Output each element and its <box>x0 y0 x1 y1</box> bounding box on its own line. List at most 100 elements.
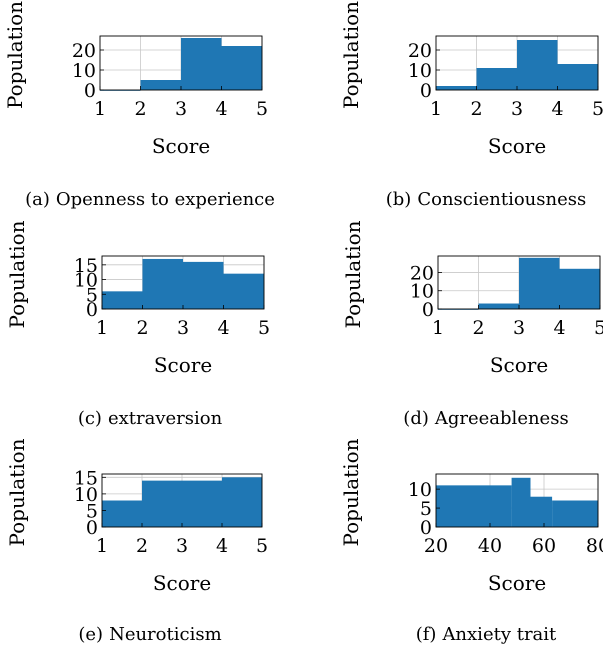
histogram-bar <box>476 68 517 90</box>
x-tick-label: 5 <box>258 317 270 339</box>
y-tick-label: 15 <box>74 467 98 489</box>
y-axis-label: Population <box>339 1 363 109</box>
x-tick-label: 4 <box>216 535 228 557</box>
subplot-label: (c) <box>78 408 102 429</box>
histogram-bar <box>223 273 264 309</box>
x-tick-label: 3 <box>175 98 187 120</box>
x-tick-label: 3 <box>511 98 523 120</box>
x-tick-label: 2 <box>470 98 482 120</box>
subplot-caption: (a) Openness to experience <box>25 189 275 210</box>
y-tick-label: 10 <box>410 281 434 303</box>
subplot-caption: (e) Neuroticism <box>78 624 221 645</box>
x-tick-label: 2 <box>136 535 148 557</box>
histogram-bar <box>552 500 598 527</box>
x-tick-label: 1 <box>96 535 108 557</box>
subplot-title: Agreeableness <box>434 408 569 429</box>
y-tick-label: 5 <box>86 284 98 306</box>
x-tick-label: 5 <box>594 317 603 339</box>
x-tick-label: 4 <box>553 317 565 339</box>
histogram-bar <box>183 261 224 309</box>
y-tick-label: 0 <box>422 299 434 321</box>
x-axis-label: Score <box>152 134 210 158</box>
y-tick-label: 20 <box>408 40 432 62</box>
y-tick-label: 0 <box>420 517 432 539</box>
y-tick-label: 0 <box>420 80 432 102</box>
y-tick-label: 0 <box>86 517 98 539</box>
y-axis-label: Population <box>341 220 365 328</box>
subplot-label: (f) <box>416 624 437 645</box>
y-axis-label: Population <box>5 220 29 328</box>
subplot-caption: (d) Agreeableness <box>403 408 568 429</box>
x-tick-label: 5 <box>256 98 268 120</box>
y-tick-label: 10 <box>74 270 98 292</box>
histogram-bar <box>222 477 262 527</box>
y-tick-label: 0 <box>86 299 98 321</box>
x-tick-label: 4 <box>217 317 229 339</box>
histogram-bar <box>557 64 598 90</box>
x-tick-label: 2 <box>472 317 484 339</box>
x-tick-label: 80 <box>586 535 603 557</box>
histogram-bar <box>102 500 142 527</box>
x-tick-label: 3 <box>177 317 189 339</box>
x-axis-label: Score <box>490 353 548 377</box>
subplot-label: (e) <box>78 624 103 645</box>
histogram-bar <box>142 258 183 309</box>
x-tick-label: 1 <box>432 317 444 339</box>
x-axis-label: Score <box>154 353 212 377</box>
y-tick-label: 20 <box>410 262 434 284</box>
x-tick-label: 20 <box>424 535 448 557</box>
histogram-bar <box>142 480 182 527</box>
histogram-bar <box>102 291 143 309</box>
histogram-bar <box>436 86 477 90</box>
x-tick-label: 4 <box>551 98 563 120</box>
y-tick-label: 0 <box>84 80 96 102</box>
y-tick-label: 10 <box>74 484 98 506</box>
subplot-title: Openness to experience <box>56 189 275 210</box>
y-tick-label: 5 <box>420 498 432 520</box>
x-tick-label: 3 <box>513 317 525 339</box>
y-tick-label: 10 <box>408 60 432 82</box>
histogram-bar <box>221 46 262 90</box>
histogram-bar <box>181 38 222 90</box>
y-tick-label: 10 <box>408 479 432 501</box>
x-axis-label: Score <box>153 571 211 595</box>
x-axis-label: Score <box>488 134 546 158</box>
y-axis-label: Population <box>3 1 27 109</box>
subplot-title: extraversion <box>108 408 223 429</box>
subplot-title: Conscientiousness <box>417 189 586 210</box>
x-tick-label: 5 <box>256 535 268 557</box>
histogram-bar <box>517 40 558 90</box>
x-tick-label: 40 <box>478 535 502 557</box>
x-tick-label: 60 <box>532 535 556 557</box>
histogram-bar <box>519 257 560 309</box>
subplot-label: (b) <box>386 189 412 210</box>
subplot-title: Anxiety trait <box>441 624 557 645</box>
y-tick-label: 15 <box>74 255 98 277</box>
y-axis-label: Population <box>339 438 363 546</box>
x-tick-label: 2 <box>136 317 148 339</box>
y-axis-label: Population <box>5 438 29 546</box>
axes-frame <box>435 473 599 528</box>
x-tick-label: 2 <box>134 98 146 120</box>
histogram-bar <box>511 477 531 527</box>
x-tick-label: 1 <box>430 98 442 120</box>
histogram-bar <box>140 80 181 90</box>
histogram-bar <box>436 485 463 527</box>
histogram-bar <box>559 268 600 309</box>
histogram-bar <box>490 485 512 527</box>
x-tick-label: 1 <box>94 98 106 120</box>
x-tick-label: 5 <box>592 98 603 120</box>
subplot-caption: (f) Anxiety trait <box>416 624 557 645</box>
subplot-caption: (c) extraversion <box>78 408 223 429</box>
y-tick-label: 5 <box>86 500 98 522</box>
y-tick-label: 10 <box>72 60 96 82</box>
subplot-label: (a) <box>25 189 50 210</box>
histogram-bar <box>478 303 519 309</box>
histogram-bar <box>463 485 490 527</box>
histogram-bar <box>182 480 222 527</box>
y-tick-label: 20 <box>72 40 96 62</box>
